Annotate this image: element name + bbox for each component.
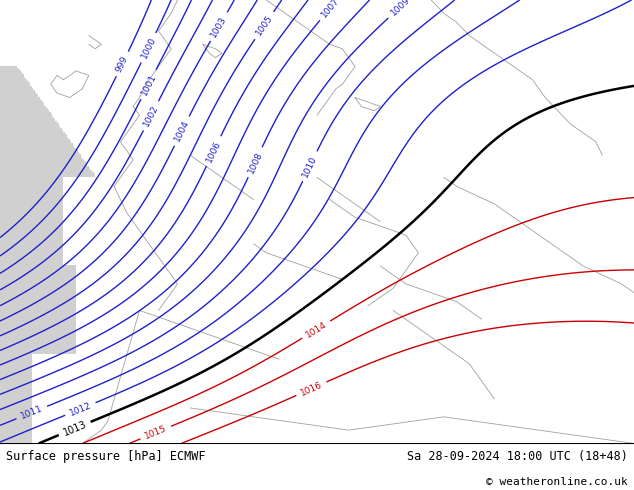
Text: 1014: 1014 (304, 320, 328, 340)
Text: 1005: 1005 (254, 14, 275, 38)
Text: 1012: 1012 (68, 400, 93, 417)
Text: 1015: 1015 (143, 424, 168, 441)
Text: Sa 28-09-2024 18:00 UTC (18+48): Sa 28-09-2024 18:00 UTC (18+48) (407, 450, 628, 463)
Text: 1013: 1013 (61, 419, 88, 438)
Text: Surface pressure [hPa] ECMWF: Surface pressure [hPa] ECMWF (6, 450, 206, 463)
Text: 1002: 1002 (142, 103, 160, 128)
Text: © weatheronline.co.uk: © weatheronline.co.uk (486, 477, 628, 487)
Text: 1003: 1003 (209, 15, 228, 39)
Text: 1006: 1006 (205, 139, 223, 164)
Text: 1010: 1010 (301, 154, 319, 178)
Text: 1016: 1016 (299, 380, 324, 397)
Text: 1008: 1008 (246, 150, 264, 174)
Text: 1004: 1004 (172, 119, 191, 144)
Text: 1007: 1007 (320, 0, 341, 20)
Text: 1011: 1011 (20, 404, 44, 421)
Text: 1001: 1001 (139, 72, 158, 97)
Text: 1009: 1009 (389, 0, 412, 18)
Text: 1000: 1000 (139, 35, 158, 60)
Text: 999: 999 (115, 54, 130, 74)
